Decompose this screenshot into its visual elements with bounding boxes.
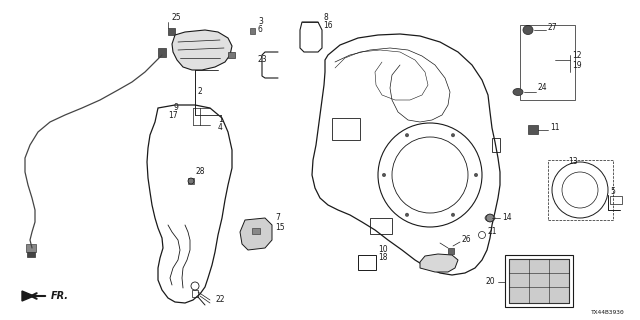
Text: 11: 11 [550,124,559,132]
Text: 9: 9 [173,103,178,113]
Bar [505,255,573,307]
Circle shape [451,133,455,137]
Text: 26: 26 [462,236,472,244]
Ellipse shape [513,89,523,95]
Circle shape [382,173,386,177]
Text: FR.: FR. [51,291,69,301]
Text: 13: 13 [568,157,578,166]
Bar [520,25,575,100]
Polygon shape [22,291,34,301]
Circle shape [451,213,455,217]
Bar [492,138,500,152]
Bar [548,160,613,220]
Text: 28: 28 [196,167,205,177]
Bar [358,255,376,270]
Text: 19: 19 [572,60,582,69]
Bar [228,52,235,58]
Bar [448,248,454,254]
Bar [332,118,360,140]
Text: 14: 14 [502,213,511,222]
Text: 15: 15 [275,223,285,233]
Bar [158,48,166,57]
Bar [509,259,569,303]
Text: 27: 27 [548,23,557,33]
Text: 22: 22 [215,295,225,305]
Text: 2: 2 [198,87,203,97]
Bar [528,125,538,134]
Bar [509,259,569,303]
Circle shape [405,133,409,137]
Bar [250,28,255,34]
Text: 20: 20 [485,277,495,286]
Bar [26,244,36,252]
Bar [252,228,260,234]
Text: 24: 24 [538,84,548,92]
Polygon shape [240,218,272,250]
Circle shape [474,173,478,177]
Circle shape [405,213,409,217]
Bar [370,218,392,234]
Text: 17: 17 [168,111,178,121]
Text: 1: 1 [218,116,223,124]
Text: 8: 8 [323,13,328,22]
Bar [168,28,175,35]
Ellipse shape [523,26,533,35]
Bar [610,196,622,204]
Text: 23: 23 [258,55,268,65]
Text: 3: 3 [258,18,263,27]
Text: 7: 7 [275,213,280,222]
Text: 6: 6 [258,26,263,35]
Text: 25: 25 [172,13,182,22]
Text: 16: 16 [323,21,333,30]
Bar [192,290,198,297]
Text: 4: 4 [218,124,223,132]
Text: 12: 12 [572,51,582,60]
Bar [188,178,194,184]
Text: 5: 5 [610,188,615,196]
Ellipse shape [485,214,495,221]
Text: 21: 21 [487,228,497,236]
Text: 10: 10 [378,245,388,254]
Polygon shape [420,254,458,272]
Polygon shape [172,30,232,70]
Bar [27,252,35,257]
Text: 18: 18 [378,253,387,262]
Text: TX44B3930: TX44B3930 [591,309,625,315]
